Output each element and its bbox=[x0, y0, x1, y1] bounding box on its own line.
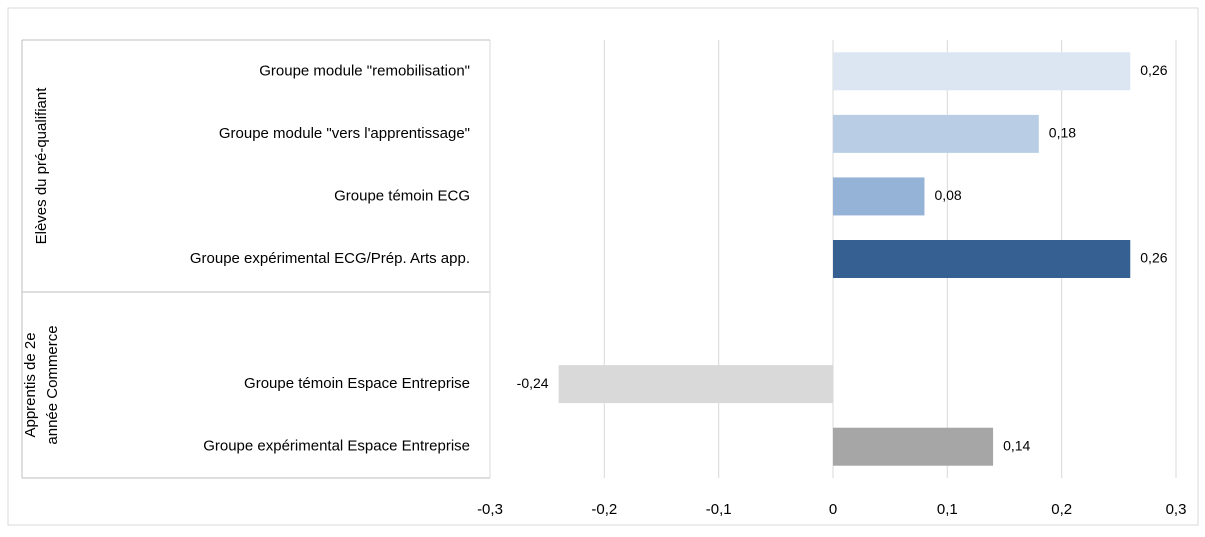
y-tick-label: Groupe témoin Espace Entreprise bbox=[244, 375, 470, 392]
bar bbox=[833, 427, 994, 466]
x-tick-label: -0,1 bbox=[706, 501, 732, 518]
x-tick-label: 0,1 bbox=[937, 501, 958, 518]
bar bbox=[833, 177, 925, 216]
y-tick-label: Groupe expérimental ECG/Prép. Arts app. bbox=[190, 250, 470, 267]
bar bbox=[833, 240, 1131, 278]
y-tick-label: Groupe témoin ECG bbox=[334, 187, 470, 204]
x-tick-label: -0,3 bbox=[477, 501, 503, 518]
value-label: 0,26 bbox=[1140, 62, 1167, 78]
value-label: 0,14 bbox=[1003, 437, 1030, 453]
bar bbox=[833, 114, 1039, 153]
group-label: Elèves du pré-qualifiant bbox=[33, 87, 50, 245]
chart-border bbox=[7, 7, 1199, 526]
group-label: année Commerce bbox=[44, 325, 61, 444]
x-tick-label: 0 bbox=[829, 501, 837, 518]
x-tick-label: -0,2 bbox=[591, 501, 617, 518]
value-label: 0,26 bbox=[1140, 250, 1167, 266]
y-tick-label: Groupe module "remobilisation" bbox=[259, 62, 470, 79]
x-tick-label: 0,3 bbox=[1166, 501, 1187, 518]
y-tick-label: Groupe expérimental Espace Entreprise bbox=[203, 438, 470, 455]
group-label: Apprentis de 2e bbox=[22, 332, 39, 437]
bar bbox=[833, 52, 1131, 91]
value-label: -0,24 bbox=[517, 375, 549, 391]
y-tick-label: Groupe module "vers l'apprentissage" bbox=[219, 125, 470, 142]
value-label: 0,18 bbox=[1049, 125, 1076, 141]
bar bbox=[558, 365, 833, 404]
value-label: 0,08 bbox=[934, 187, 961, 203]
x-tick-label: 0,2 bbox=[1051, 501, 1072, 518]
